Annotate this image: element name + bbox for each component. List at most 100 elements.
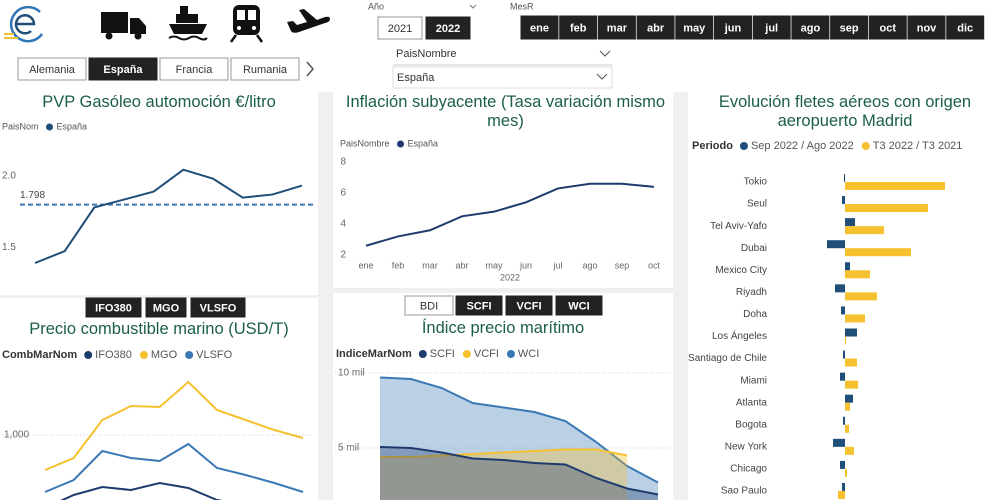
- bar: [841, 306, 845, 315]
- country-tab-label: España: [103, 64, 143, 76]
- year-button-label: 2022: [436, 23, 460, 35]
- chart-title: Inflación subyacente (Tasa variación mis…: [345, 93, 666, 130]
- legend-label: SCFI: [430, 348, 455, 360]
- bar: [845, 424, 849, 433]
- chart-title: PVP Gasóleo automoción €/litro: [42, 93, 276, 111]
- month-button-label: may: [683, 22, 706, 34]
- chevron[interactable]: [596, 73, 608, 80]
- category-label: Los Ángeles: [712, 329, 767, 342]
- bar: [845, 468, 847, 477]
- year-button[interactable]: [377, 16, 423, 40]
- chart-button[interactable]: [85, 297, 142, 318]
- month-button[interactable]: [559, 15, 598, 40]
- legend-label: Sep 2022 / Ago 2022: [751, 140, 854, 152]
- month-button[interactable]: [714, 15, 752, 40]
- chart-title: Evolución fletes aéreos con origen aerop…: [718, 93, 972, 130]
- legend-label: T3 2022 / T3 2021: [873, 140, 963, 152]
- area-line: [379, 376, 659, 484]
- month-button[interactable]: [752, 15, 791, 40]
- y-tick-label: 4: [340, 219, 346, 230]
- category-label: Seul: [747, 199, 767, 210]
- chart-button[interactable]: [404, 295, 454, 316]
- legend-label: VCFI: [474, 348, 499, 360]
- category-label: Tel Aviv-Yafo: [710, 221, 767, 232]
- bar: [843, 350, 845, 359]
- bar: [845, 270, 870, 279]
- month-button[interactable]: [868, 15, 907, 40]
- chart-button[interactable]: [190, 297, 246, 318]
- month-button[interactable]: [636, 15, 675, 40]
- chart-button[interactable]: [145, 297, 187, 318]
- y-tick-label: 10 mil: [338, 368, 365, 379]
- month-button[interactable]: [830, 15, 869, 40]
- month-button[interactable]: [791, 15, 830, 40]
- month-button[interactable]: [597, 15, 636, 40]
- legend-label: España: [408, 138, 439, 148]
- chart-title: Precio combustible marino (USD/T): [29, 320, 289, 338]
- bar: [845, 394, 853, 403]
- bar: [845, 314, 865, 323]
- y-tick-label: 1,000: [4, 430, 29, 441]
- month-button-label: abr: [647, 22, 665, 34]
- chevron[interactable]: [599, 50, 611, 57]
- chart-button-label: VLSFO: [200, 302, 237, 314]
- dropdown-box[interactable]: [392, 66, 613, 89]
- train-icon[interactable]: [229, 5, 264, 43]
- chart-button-label: IFO380: [95, 302, 132, 314]
- chart-button[interactable]: [555, 295, 603, 316]
- country-tab[interactable]: [88, 57, 158, 81]
- country-tab[interactable]: [17, 57, 87, 81]
- bar: [833, 438, 845, 447]
- chart-button[interactable]: [505, 295, 553, 316]
- y-tick-label: 6: [340, 188, 346, 199]
- month-button[interactable]: [675, 15, 714, 40]
- month-button-label: feb: [570, 22, 587, 34]
- month-button[interactable]: [946, 15, 985, 40]
- y-tick-label: 5 mil: [338, 443, 359, 454]
- x-tick-label: jul: [552, 260, 562, 270]
- bar: [845, 262, 850, 271]
- chart-button-label: SCFI: [466, 300, 491, 312]
- area-fill: [380, 449, 628, 500]
- ship-icon[interactable]: [168, 6, 208, 41]
- month-button-label: nov: [917, 22, 937, 34]
- chart-button-label: BDI: [420, 300, 438, 312]
- legend-marker: [46, 123, 54, 131]
- country-tab[interactable]: [159, 57, 229, 81]
- bar: [835, 284, 845, 293]
- month-button[interactable]: [520, 15, 559, 40]
- legend-marker: [462, 350, 471, 358]
- plane-icon[interactable]: [287, 9, 330, 33]
- truck-icon[interactable]: [101, 12, 146, 40]
- bar: [845, 248, 911, 257]
- legend-label: VLSFO: [196, 349, 233, 361]
- month-button-label: sep: [840, 22, 859, 34]
- bar: [845, 226, 884, 235]
- country-tab[interactable]: [230, 57, 300, 81]
- area-line: [380, 448, 628, 458]
- country-tab-label: Francia: [176, 64, 214, 76]
- gap: [318, 92, 333, 500]
- year-button[interactable]: [425, 16, 471, 40]
- chevron[interactable]: [469, 4, 477, 9]
- x-tick-label: ago: [582, 260, 597, 270]
- legend-title: CombMarNom: [2, 349, 77, 361]
- x-tick-label: feb: [392, 260, 405, 270]
- chart-button-label: VCFI: [516, 300, 541, 312]
- x-tick-label: abr: [455, 260, 468, 270]
- month-button-label: dic: [957, 22, 973, 34]
- legend-marker: [861, 142, 870, 150]
- tabs-next-arrow[interactable]: [306, 61, 314, 77]
- line-series: [44, 442, 304, 493]
- month-button[interactable]: [907, 15, 946, 40]
- category-label: Atlanta: [736, 397, 768, 408]
- bar: [845, 358, 857, 367]
- legend-label: WCI: [518, 348, 539, 360]
- bar: [844, 174, 845, 182]
- country-tab-label: Rumania: [243, 64, 288, 76]
- chart-button[interactable]: [455, 295, 503, 316]
- x-tick-label: may: [485, 260, 503, 270]
- legend-label: IFO380: [95, 349, 132, 361]
- x-axis-label: 2022: [500, 272, 520, 282]
- bar: [840, 460, 845, 469]
